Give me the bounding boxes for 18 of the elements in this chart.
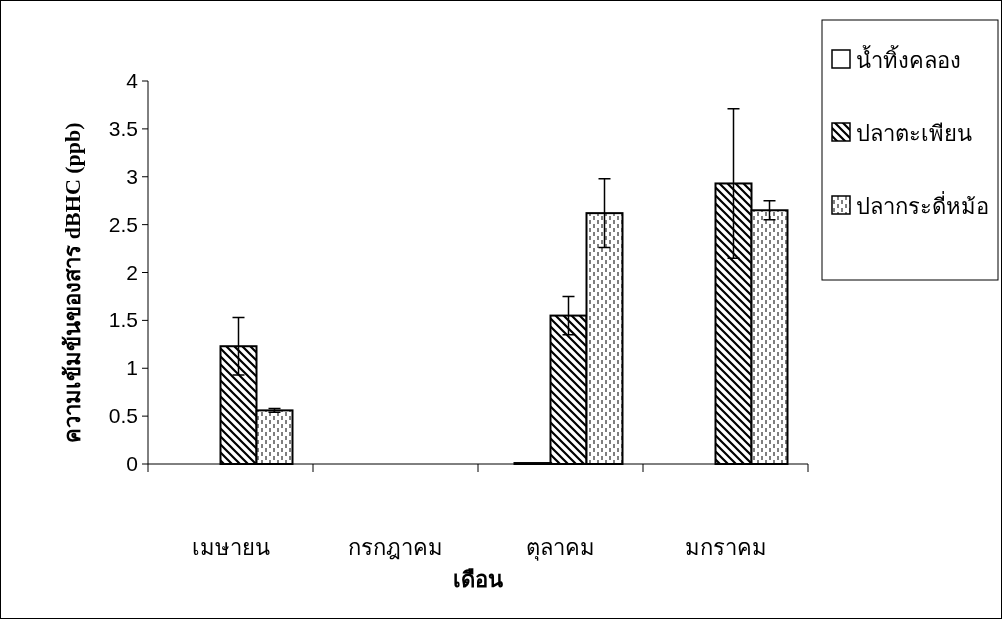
legend-label: ปลากระดี่หม้อ [856, 191, 989, 219]
y-tick-label: 1 [126, 356, 138, 380]
y-tick-label: 0 [126, 452, 138, 475]
y-axis-title: ความเข้มข้นของสาร dBHC (ppb) [60, 122, 85, 443]
x-tick-label: ตุลาคม [526, 535, 595, 561]
x-axis-title: เดือน [453, 567, 503, 592]
y-tick-label: 1.5 [108, 308, 138, 332]
y-tick-label: 4 [126, 69, 139, 92]
legend-label: น้ำทิ้งคลอง [856, 45, 961, 73]
x-tick-label: กรกฎาคม [348, 535, 443, 560]
y-tick-label: 3 [126, 164, 138, 188]
y-tick-label: 3.5 [108, 116, 138, 140]
x-tick-label: เมษายน [191, 535, 270, 560]
y-tick-label: 0.5 [108, 404, 138, 428]
x-tick-label: มกราคม [684, 535, 767, 560]
y-tick-label: 2.5 [108, 212, 138, 236]
y-tick-label: 2 [126, 260, 138, 284]
legend-label: ปลาตะเพียน [856, 121, 972, 146]
